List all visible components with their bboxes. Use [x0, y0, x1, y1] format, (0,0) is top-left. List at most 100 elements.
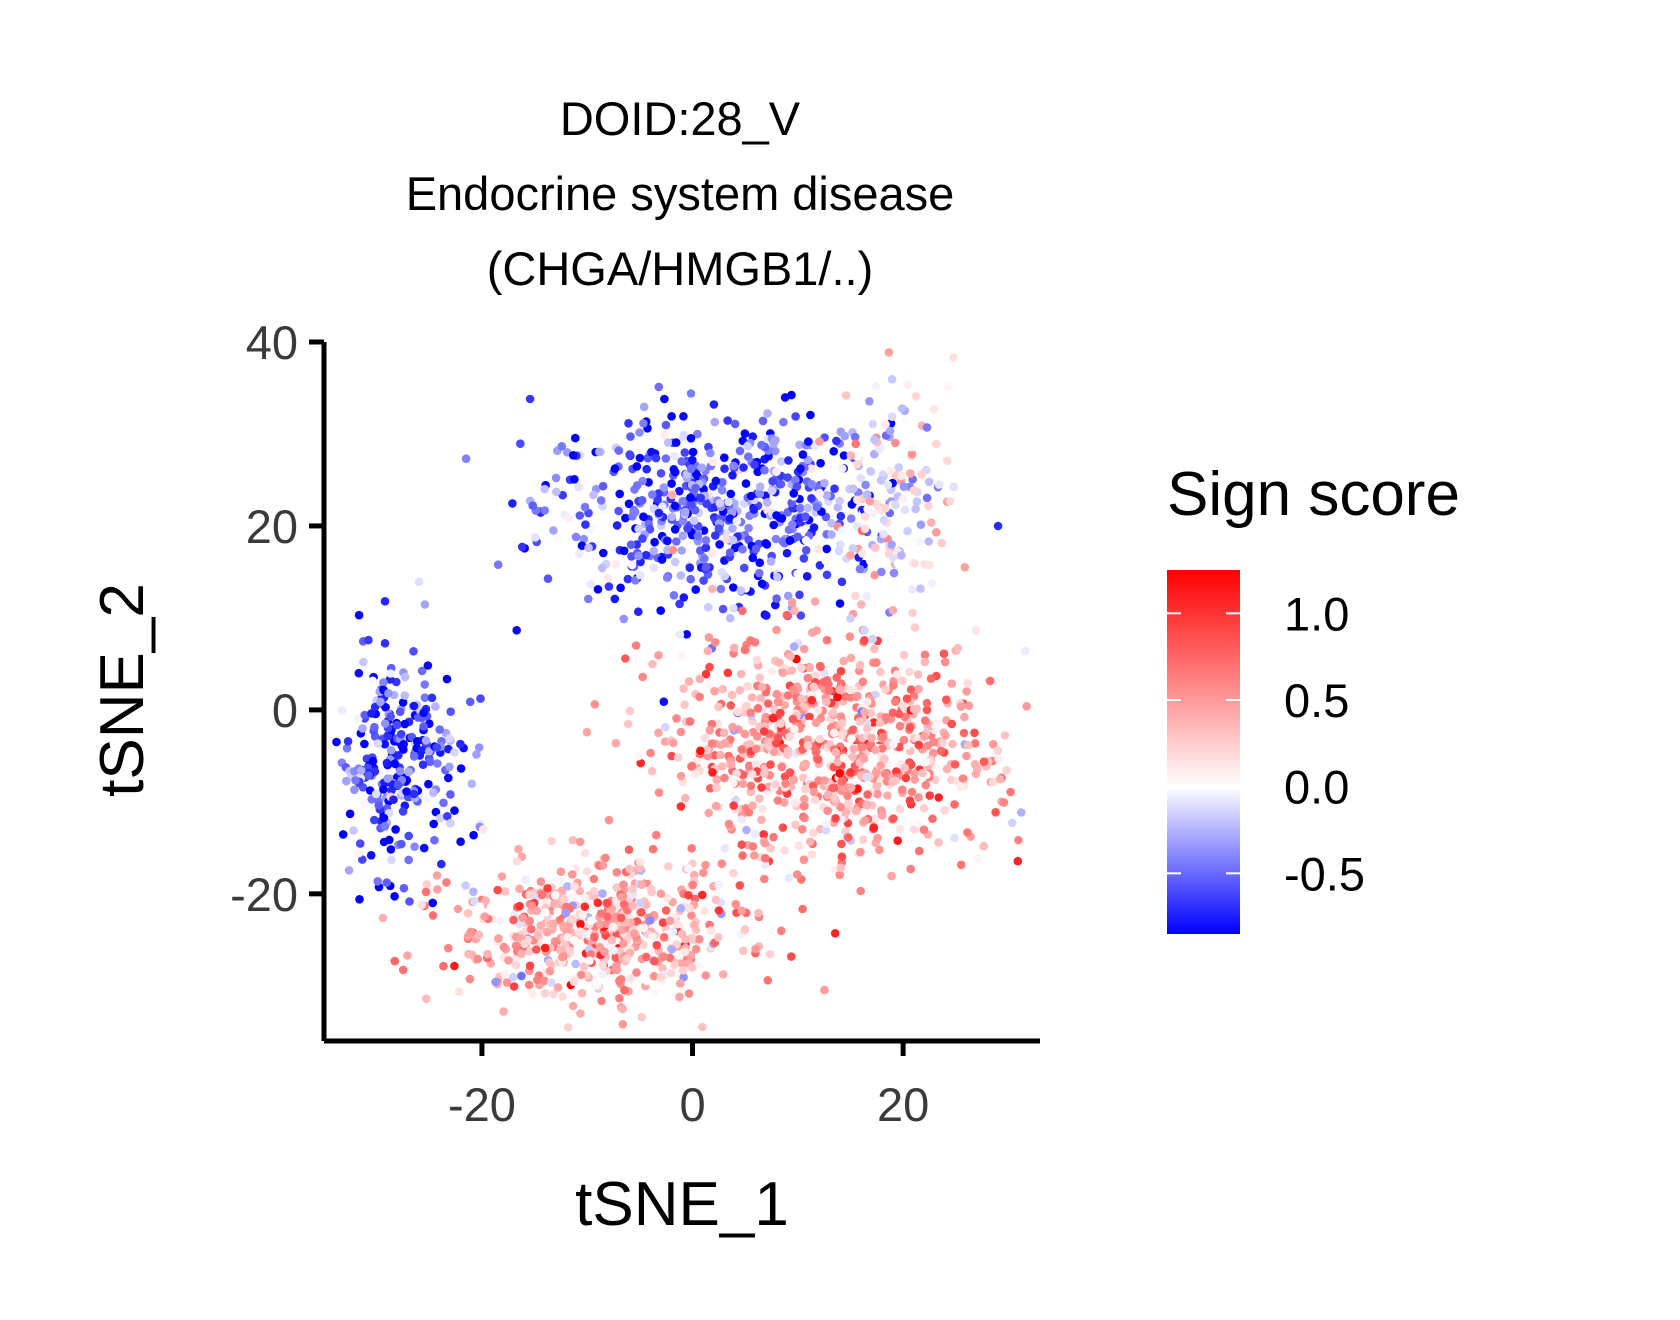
scatter-point-1425: [748, 801, 757, 810]
scatter-point-439: [639, 512, 648, 521]
scatter-point-1770: [797, 694, 806, 703]
scatter-point-1627: [781, 779, 790, 788]
scatter-point-1678: [958, 774, 968, 783]
scatter-point-307: [657, 555, 667, 564]
scatter-point-1382: [744, 808, 754, 817]
scatter-point-2474: [846, 514, 856, 523]
title-line-1: DOID:28_V: [560, 92, 801, 145]
scatter-point-2348: [714, 880, 724, 890]
scatter-point-2495: [907, 584, 917, 594]
scatter-point-2303: [568, 870, 577, 879]
scatter-point-2091: [560, 895, 569, 905]
scatter-point-1807: [880, 769, 890, 778]
scatter-point-1301: [746, 636, 755, 645]
scatter-point-889: [393, 780, 403, 790]
scatter-point-2264: [550, 891, 560, 900]
scatter-point-1117: [856, 886, 865, 896]
scatter-point-881: [367, 709, 376, 718]
scatter-point-1297: [810, 597, 820, 606]
scatter-point-848: [371, 789, 381, 799]
scatter-point-2333: [641, 952, 651, 962]
scatter-point-374: [762, 611, 771, 620]
scatter-point-805: [360, 710, 370, 720]
scatter-point-1257: [940, 806, 949, 815]
scatter-point-389: [850, 432, 860, 442]
scatter-point-2153: [378, 913, 388, 923]
scatter-point-586: [680, 507, 690, 517]
scatter-point-757: [386, 746, 396, 755]
scatter-point-469: [593, 585, 603, 594]
scatter-point-2418: [856, 473, 865, 483]
scatter-point-1499: [771, 780, 780, 789]
scatter-point-2045: [729, 868, 738, 878]
scatter-point-2342: [580, 893, 590, 903]
scatter-point-1644: [718, 762, 727, 771]
scatter-point-2405: [469, 887, 478, 896]
scatter-point-57: [677, 457, 686, 466]
scatter-point-2459: [932, 528, 941, 537]
scatter-point-2349: [558, 952, 567, 962]
scatter-point-1587: [940, 657, 950, 667]
scatter-point-65: [611, 560, 620, 569]
scatter-point-1084: [936, 746, 946, 756]
scatter-point-2284: [666, 968, 676, 978]
scatter-point-1118: [784, 873, 794, 883]
scatter-point-2075: [624, 845, 634, 854]
scatter-point-1756: [803, 741, 813, 750]
scatter-point-842: [380, 822, 390, 831]
scatter-point-1030: [636, 758, 645, 768]
scatter-point-2023: [491, 977, 501, 987]
scatter-point-1085: [973, 854, 983, 863]
scatter-point-129: [806, 464, 816, 473]
scatter-point-1854: [563, 882, 572, 891]
scatter-point-1651: [750, 829, 760, 839]
scatter-point-315: [641, 550, 651, 560]
scatter-point-493: [755, 482, 765, 492]
scatter-point-795: [419, 843, 429, 853]
scatter-point-2302: [687, 963, 697, 972]
scatter-point-707: [435, 813, 445, 823]
scatter-point-695: [349, 826, 358, 835]
scatter-point-614: [732, 516, 742, 526]
scatter-point-285: [679, 430, 688, 440]
scatter-point-1972: [689, 870, 699, 880]
scatter-point-540: [632, 481, 642, 490]
scatter-point-2421: [815, 488, 824, 498]
scatter-point-2256: [691, 944, 701, 954]
scatter-point-175: [414, 577, 424, 587]
scatter-point-1078: [931, 845, 941, 855]
scatter-point-1507: [799, 801, 809, 811]
scatter-point-1784: [898, 785, 907, 794]
scatter-point-1730: [711, 801, 721, 811]
scatter-point-1134: [745, 761, 754, 771]
scatter-point-979: [746, 883, 756, 892]
scatter-point-577: [575, 549, 584, 559]
scatter-point-474: [708, 548, 717, 558]
scatter-point-165: [625, 450, 634, 459]
scatter-point-723: [400, 691, 410, 700]
scatter-point-2316: [630, 929, 639, 938]
scatter-point-2539: [896, 471, 906, 481]
scatter-point-178: [726, 489, 736, 499]
scatter-point-209: [660, 394, 669, 404]
scatter-point-852: [343, 737, 353, 746]
scatter-point-2364: [765, 949, 775, 959]
scatter-point-1816: [390, 956, 400, 966]
scatter-point-1224: [875, 845, 884, 855]
scatter-point-2383: [656, 972, 666, 982]
scatter-point-1670: [878, 744, 887, 753]
y-tick-label-2: 0: [272, 684, 298, 737]
scatter-point-1218: [962, 751, 971, 761]
scatter-point-2340: [499, 942, 509, 952]
scatter-point-2067: [611, 953, 620, 962]
scatter-point-1639: [856, 600, 866, 609]
scatter-point-1620: [776, 719, 785, 728]
scatter-point-1519: [862, 697, 872, 707]
scatter-point-737: [443, 812, 452, 821]
scatter-point-833: [429, 788, 438, 797]
scatter-point-793: [437, 859, 446, 869]
scatter-point-2530: [820, 478, 829, 488]
scatter-point-1683: [669, 738, 678, 748]
scatter-point-779: [409, 701, 419, 711]
